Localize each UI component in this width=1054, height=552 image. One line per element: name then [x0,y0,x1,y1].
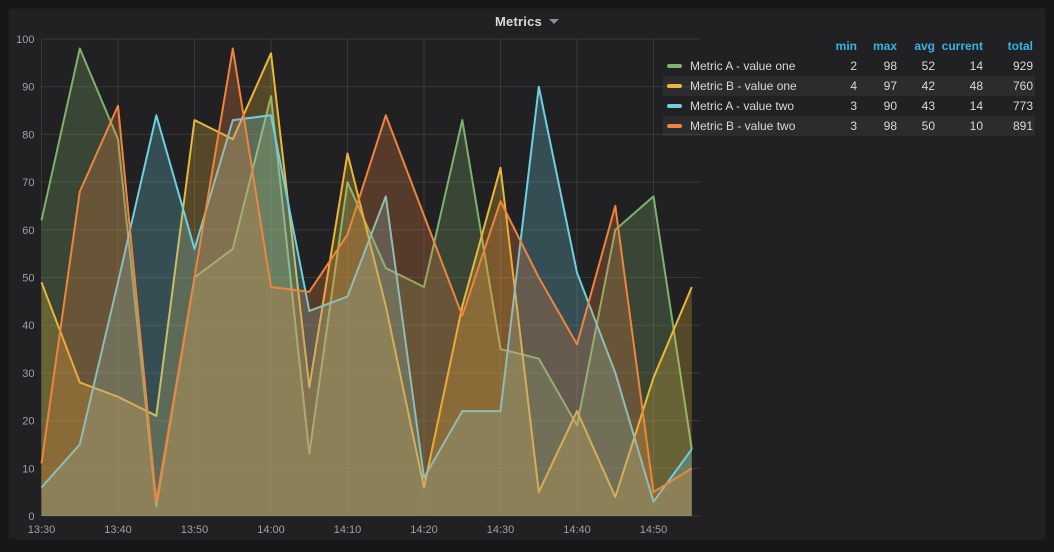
svg-text:50: 50 [22,273,34,285]
legend-row: Metric B - value one 4 97 42 48 760 [663,76,1035,96]
series-metric-a-value-two [40,85,693,516]
legend-value-current: 14 [969,59,983,73]
svg-text:14:30: 14:30 [487,524,515,536]
series-swatch-icon[interactable] [667,63,682,68]
svg-text:13:50: 13:50 [181,524,209,536]
time-series-chart[interactable]: 0 10 20 30 40 50 60 70 80 90 100 13:30 13:40 13:50 14:… [9,34,713,539]
series-metric-b-value-one [40,52,693,517]
legend-value-avg: 43 [921,99,935,113]
legend-row: Metric B - value two 3 98 50 10 891 [663,116,1035,136]
legend-col-total[interactable]: total [1007,39,1033,53]
svg-text:90: 90 [22,82,34,94]
svg-text:10: 10 [22,463,34,475]
svg-text:20: 20 [22,416,34,428]
svg-text:0: 0 [28,511,34,523]
series-label[interactable]: Metric A - value one [690,59,796,73]
x-axis-labels: 13:30 13:40 13:50 14:00 14:10 14:20 14:30 14:40… [28,524,668,536]
legend-col-avg[interactable]: avg [914,39,935,53]
svg-text:13:40: 13:40 [104,524,132,536]
svg-text:13:30: 13:30 [28,524,56,536]
svg-text:80: 80 [22,129,34,141]
svg-text:30: 30 [22,368,34,380]
svg-text:14:40: 14:40 [563,524,591,536]
legend-value-current: 14 [969,99,983,113]
svg-text:60: 60 [22,225,34,237]
legend-row: Metric A - value one 2 98 52 14 929 [663,56,1035,76]
legend-value-total: 760 [1012,79,1033,93]
legend-value-avg: 52 [921,59,935,73]
legend-label-column-header [663,36,815,56]
y-axis-labels: 0 10 20 30 40 50 60 70 80 90 100 [16,34,34,523]
series-label[interactable]: Metric B - value one [690,79,797,93]
legend-value-min: 3 [850,119,857,133]
svg-text:14:10: 14:10 [334,524,362,536]
series-swatch-icon[interactable] [667,103,682,108]
chart-canvas[interactable]: 0 10 20 30 40 50 60 70 80 90 100 13:30 13:40 13:50 14:… [9,34,713,539]
metrics-panel: Metrics 0 10 20 30 40 50 60 70 80 90 100 13:30 13:40… [8,8,1046,540]
svg-text:100: 100 [16,35,34,46]
legend-value-total: 929 [1012,59,1033,73]
grid-lines [41,38,701,517]
legend-value-current: 48 [969,79,983,93]
legend-row: Metric A - value two 3 90 43 14 773 [663,96,1035,116]
legend-col-min[interactable]: min [835,39,857,53]
svg-text:70: 70 [22,177,34,189]
legend-value-total: 891 [1012,119,1033,133]
svg-text:14:00: 14:00 [257,524,285,536]
panel-title[interactable]: Metrics [495,14,542,29]
legend-value-max: 98 [883,59,897,73]
svg-text:14:50: 14:50 [640,524,668,536]
legend-header-row: min max avg current total [663,36,1035,56]
svg-text:14:20: 14:20 [410,524,438,536]
legend-value-max: 98 [883,119,897,133]
legend-value-avg: 42 [921,79,935,93]
legend-value-min: 4 [850,79,857,93]
legend-value-min: 2 [850,59,857,73]
legend-value-total: 773 [1012,99,1033,113]
legend-table: min max avg current total Metric A - value o… [663,36,1035,136]
legend-value-current: 10 [969,119,983,133]
legend-value-max: 90 [883,99,897,113]
legend-col-max[interactable]: max [872,39,897,53]
panel-header[interactable]: Metrics [9,9,1045,35]
series-metric-b-value-two [40,47,693,516]
svg-text:40: 40 [22,320,34,332]
legend-col-current[interactable]: current [941,39,983,53]
chevron-down-icon [548,19,559,25]
legend-value-avg: 50 [921,119,935,133]
series-swatch-icon[interactable] [667,83,682,88]
series-label[interactable]: Metric A - value two [690,99,795,113]
series-swatch-icon[interactable] [667,123,682,128]
series-label[interactable]: Metric B - value two [690,119,796,133]
legend-value-min: 3 [850,99,857,113]
legend-value-max: 97 [883,79,897,93]
